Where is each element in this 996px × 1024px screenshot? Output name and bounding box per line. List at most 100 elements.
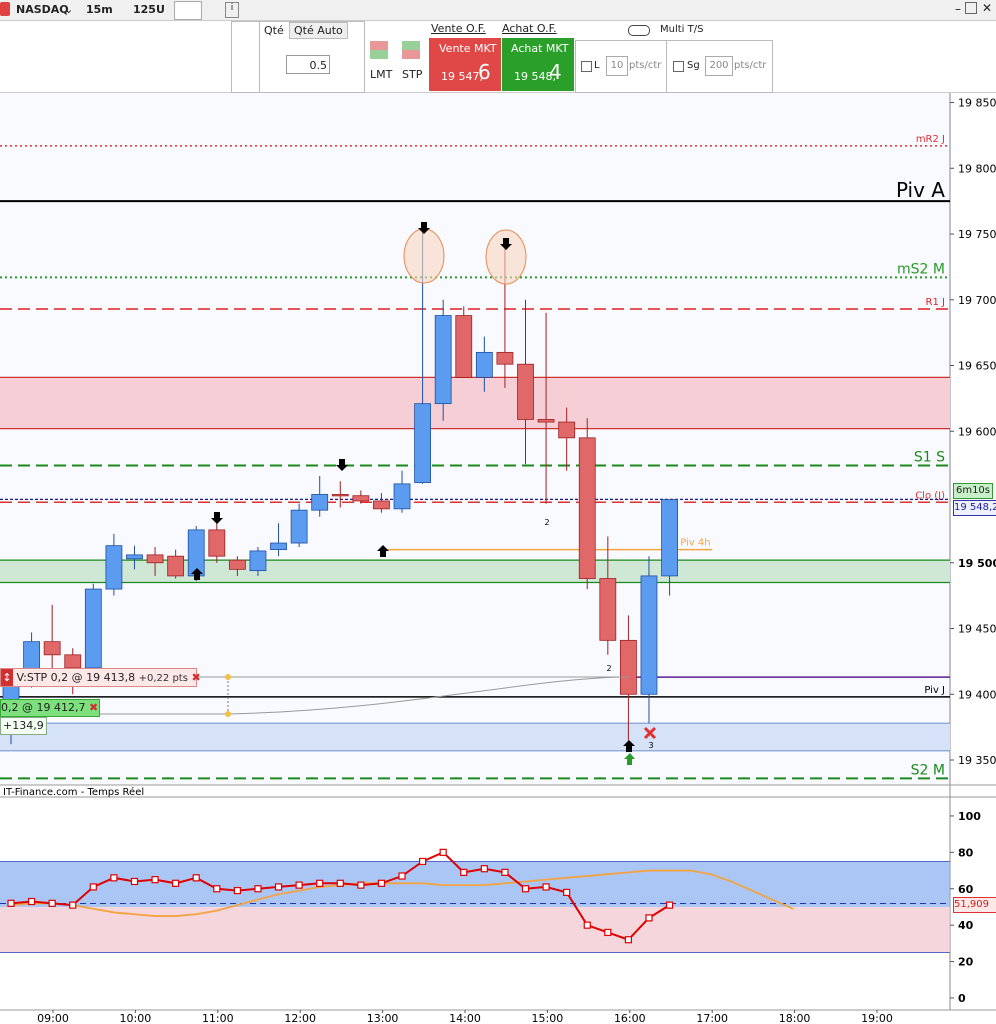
l-input[interactable]: 10 — [606, 56, 628, 76]
candle-body — [537, 419, 555, 423]
level-label: Clo (J) — [915, 490, 945, 501]
band — [0, 906, 950, 953]
qty-auto[interactable]: Qté Auto — [289, 22, 348, 39]
y-tick-label: 19 350 — [958, 754, 996, 767]
stop-order[interactable]: ↕ V:STP 0,2 @ 19 413,8 +0,22 pts ✖ — [0, 668, 201, 687]
handle[interactable] — [225, 674, 231, 680]
highlight — [485, 229, 527, 285]
candle-body — [496, 351, 514, 365]
osc-point — [192, 874, 200, 882]
osc-point — [316, 879, 324, 887]
x-tick-label: 19:00 — [861, 1012, 893, 1024]
units[interactable]: 125U — [133, 3, 165, 16]
osc-point — [130, 877, 139, 886]
osc-point — [460, 868, 468, 876]
candle-body — [311, 493, 329, 511]
osc-point — [27, 897, 36, 906]
sg-unit: pts/ctr — [734, 60, 767, 71]
x-tick-label: 13:00 — [367, 1012, 399, 1024]
sell-price: 19 547, — [441, 70, 483, 83]
y-tick-label: 19 450 — [958, 623, 996, 636]
arrow — [191, 568, 203, 580]
checkbox[interactable] — [581, 61, 592, 72]
lmt-btn[interactable]: LMT — [370, 68, 393, 81]
buy-price: 19 548, — [514, 70, 556, 83]
candle-body — [661, 499, 678, 577]
indicator-btn[interactable] — [174, 1, 202, 20]
arrow — [336, 459, 348, 471]
last-price: 19 548,2 — [953, 500, 996, 516]
sell-mkt-label: Vente MKT — [439, 42, 497, 55]
symbol[interactable]: NASDAQ — [16, 3, 69, 16]
osc-point — [254, 885, 262, 893]
arrow — [377, 545, 389, 557]
y-tick-label: 80 — [958, 846, 974, 859]
sell-of[interactable]: Vente O.F. — [431, 22, 486, 35]
y-tick-label: 19 750 — [958, 228, 996, 241]
handle[interactable] — [225, 711, 231, 717]
osc-point — [213, 885, 221, 893]
candle-body — [475, 351, 493, 378]
candle-body — [517, 363, 534, 420]
tools — [231, 21, 261, 93]
timer: 6m10s — [953, 483, 993, 499]
candle-body — [43, 641, 61, 656]
osc-point — [357, 881, 365, 889]
osc-layer: 100 80 60 40 20 0 — [0, 810, 981, 1005]
osc-point — [665, 901, 674, 909]
annotation: 2 — [606, 664, 611, 673]
sg-input[interactable]: 200 — [705, 56, 733, 76]
entry-label: 0,2 @ 19 412,7 — [1, 701, 86, 714]
y-tick-label: 19 850 — [958, 97, 996, 110]
close-mark — [643, 726, 657, 740]
buy-of[interactable]: Achat O.F. — [502, 22, 557, 35]
band — [0, 861, 950, 907]
candle-body — [208, 529, 226, 557]
x-tick-label: 18:00 — [779, 1012, 811, 1024]
stp-btn[interactable]: STP — [402, 68, 423, 81]
sell-mkt[interactable]: Vente MKT 19 547, 6 — [429, 38, 501, 91]
qty-input[interactable]: 0.5 — [286, 55, 330, 74]
osc-point — [542, 883, 550, 891]
close-btn[interactable]: ✖ — [191, 671, 201, 684]
minimize[interactable]: – — [955, 2, 961, 16]
candle-body — [640, 575, 658, 695]
osc-point — [69, 901, 77, 909]
y-tick-label: 19 500 — [958, 557, 996, 570]
l-group — [575, 40, 668, 93]
maximize[interactable] — [965, 2, 977, 14]
candle-body — [414, 403, 432, 483]
main-layer: mR2 J Piv A mS2 M R1 J S1 S Clo (J) Piv 4h Piv … — [0, 97, 996, 1024]
zone — [0, 560, 950, 583]
checkbox[interactable] — [673, 61, 684, 72]
level-label: mS2 M — [897, 261, 945, 277]
candle-body — [373, 500, 390, 510]
qty-label: Qté — [264, 24, 284, 37]
close[interactable]: ✕ — [982, 1, 993, 15]
candle-body — [290, 509, 308, 544]
period[interactable]: 15m — [86, 3, 113, 16]
buy-mkt[interactable]: Achat MKT 19 548, 4 — [502, 38, 574, 91]
stop-pnl: +0,22 pts — [138, 673, 188, 684]
osc-point — [604, 928, 612, 937]
arrow — [623, 740, 635, 752]
close-btn[interactable]: ✖ — [88, 701, 99, 714]
level-label: mR2 J — [916, 134, 945, 145]
x-tick-label: 10:00 — [120, 1012, 152, 1024]
icon — [370, 41, 388, 59]
candle-body — [105, 545, 123, 590]
toolbar: NASDAQ ⌄ 15m 125U i – ✕ — [0, 0, 996, 21]
osc-point — [480, 865, 488, 873]
x-tick-label: 12:00 — [284, 1012, 316, 1024]
order-panel: Qté Qté Auto 0.5 LMT STP Vente O.F. Acha… — [0, 21, 996, 93]
toggle[interactable] — [628, 25, 650, 36]
x-tick-label: 16:00 — [614, 1012, 646, 1024]
candle-body — [167, 555, 185, 577]
entry-position[interactable]: 0,2 @ 19 412,7 ✖ — [0, 699, 100, 717]
y-tick-label: 19 650 — [958, 360, 996, 373]
osc-point — [274, 883, 283, 891]
buy-mkt-label: Achat MKT — [511, 42, 569, 55]
info-btn[interactable]: i — [225, 2, 239, 18]
y-tick-label: 60 — [958, 883, 974, 896]
